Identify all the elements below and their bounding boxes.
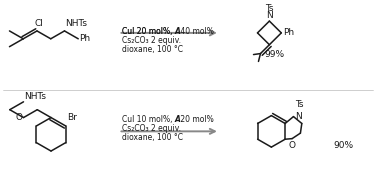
Text: A: A [174, 115, 180, 124]
Text: 20 mol%: 20 mol% [178, 115, 214, 124]
Text: dioxane, 100 °C: dioxane, 100 °C [123, 133, 183, 142]
Text: Ts: Ts [296, 100, 304, 109]
Text: Cs₂CO₃ 2 equiv.: Cs₂CO₃ 2 equiv. [123, 36, 182, 45]
Text: CuI 20 mol%,: CuI 20 mol%, [123, 27, 175, 36]
Text: CuI 10 mol%,: CuI 10 mol%, [123, 115, 175, 124]
Text: NHTs: NHTs [24, 92, 47, 101]
Text: N: N [296, 112, 302, 121]
Text: NHTs: NHTs [65, 19, 88, 28]
Text: Ph: Ph [283, 28, 294, 37]
Text: 90%: 90% [334, 141, 354, 150]
Text: Br: Br [68, 113, 77, 122]
Text: O: O [15, 113, 23, 122]
Text: 99%: 99% [264, 50, 284, 59]
Text: N: N [266, 11, 273, 20]
Text: 40 mol%: 40 mol% [178, 27, 214, 36]
Text: Ts: Ts [265, 4, 274, 13]
Text: Cs₂CO₃ 2 equiv.: Cs₂CO₃ 2 equiv. [123, 124, 182, 133]
Text: O: O [289, 141, 296, 150]
Text: CuI 20 mol%,: CuI 20 mol%, [123, 27, 175, 36]
Text: Cl: Cl [35, 19, 44, 28]
Text: A: A [174, 27, 180, 36]
Text: dioxane, 100 °C: dioxane, 100 °C [123, 45, 183, 54]
Text: Ph: Ph [79, 34, 90, 43]
